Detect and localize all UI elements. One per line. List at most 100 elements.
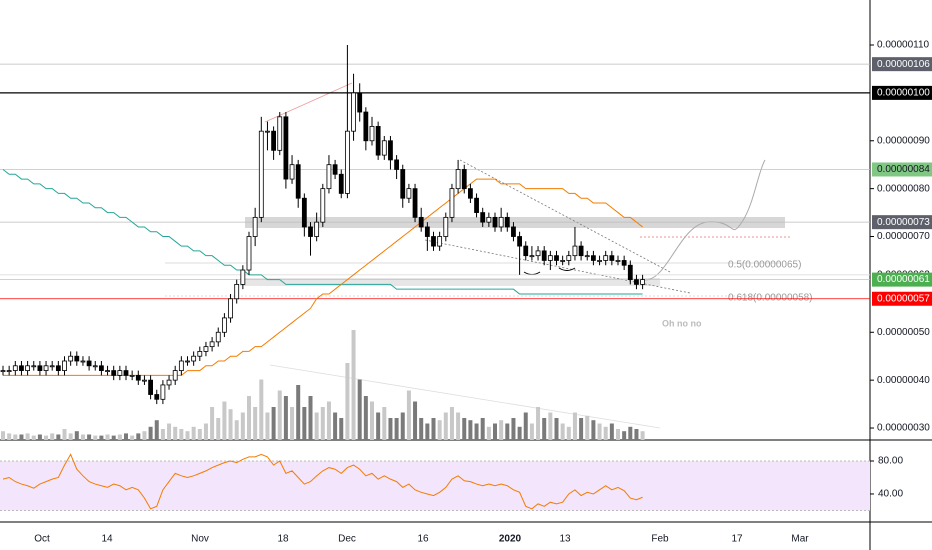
- rsi-tick-label: 80.00: [878, 456, 903, 467]
- candle-body: [246, 236, 252, 271]
- candle-body: [6, 370, 12, 372]
- volume-bar: [523, 412, 528, 440]
- x-tick-label: Dec: [338, 534, 356, 545]
- candle-body: [308, 226, 313, 237]
- volume-bar: [505, 423, 510, 440]
- candle-body: [388, 140, 393, 161]
- volume-bar: [314, 412, 319, 440]
- x-tick-label: Nov: [191, 534, 209, 545]
- candle-body: [99, 365, 104, 371]
- candle-body: [523, 245, 529, 257]
- volume-bar: [302, 407, 307, 440]
- candle-body: [437, 236, 443, 247]
- volume-bar: [511, 418, 516, 440]
- volume-bar: [148, 426, 153, 440]
- volume-bar: [124, 433, 128, 440]
- candle-body: [486, 216, 492, 223]
- volume-bar: [154, 420, 159, 440]
- volume-bar: [456, 412, 461, 440]
- y-tick-label: 0.00000070: [877, 231, 930, 242]
- candle-body: [627, 264, 633, 281]
- candle-body: [166, 379, 172, 386]
- candle-body: [480, 212, 486, 223]
- volume-bar: [111, 435, 116, 440]
- candle-body: [37, 365, 43, 371]
- volume-bar: [130, 435, 135, 440]
- candle-body: [554, 255, 559, 261]
- candle-body: [375, 125, 381, 156]
- candle-body: [172, 370, 178, 381]
- candle-body: [301, 197, 307, 228]
- x-tick-label: 16: [417, 534, 429, 545]
- candle-body: [68, 355, 74, 362]
- price-tag-label: 0.00000073: [877, 217, 930, 228]
- volume-bar: [31, 435, 36, 440]
- volume-bar: [449, 407, 454, 440]
- volume-bar: [216, 418, 221, 440]
- bottom-mark: [523, 271, 541, 275]
- candle-body: [369, 125, 375, 142]
- candle-body: [148, 379, 154, 395]
- candle-body: [117, 370, 123, 376]
- volume-bar: [493, 423, 497, 440]
- volume-bar: [99, 435, 104, 440]
- moving-average: [2, 169, 643, 295]
- y-tick-label: 0.00000050: [877, 327, 930, 338]
- candle-body: [277, 116, 283, 151]
- candle-body: [529, 255, 535, 258]
- volume-bar: [616, 429, 620, 440]
- volume-bar: [474, 423, 479, 440]
- candle-body: [449, 188, 455, 218]
- volume-bar: [13, 434, 18, 440]
- candle-body: [615, 260, 621, 262]
- candle-body: [123, 370, 129, 376]
- volume-bar: [179, 429, 184, 440]
- price-tag: [872, 162, 932, 177]
- volume-bar: [376, 412, 381, 440]
- x-tick-label: 2020: [499, 534, 522, 545]
- candle-body: [326, 164, 332, 190]
- candle-body: [381, 140, 387, 156]
- y-tick-label: 0.00000030: [877, 423, 930, 434]
- candle-body: [535, 250, 541, 257]
- volume-bar: [160, 429, 165, 440]
- volume-bar: [210, 407, 215, 440]
- volume-bar: [247, 396, 251, 440]
- candle-body: [215, 331, 221, 343]
- rsi-line: [2, 453, 643, 510]
- price-tag: [872, 57, 932, 72]
- candle-body: [135, 374, 141, 381]
- candle-body: [455, 169, 461, 190]
- volume-bar: [1, 431, 5, 440]
- volume-bar: [228, 409, 233, 440]
- candle-body: [62, 360, 67, 371]
- volume-bar: [640, 431, 645, 440]
- volume-bar: [19, 434, 24, 440]
- x-tick-label: 17: [731, 534, 743, 545]
- candle-body: [31, 365, 37, 368]
- volume-bar: [271, 407, 276, 440]
- volume-bar: [296, 385, 301, 440]
- volume-bar: [197, 429, 202, 440]
- candle-body: [203, 346, 209, 352]
- candle-body: [185, 360, 190, 363]
- y-tick-label: 0.00000040: [877, 375, 930, 386]
- x-tick-label: 13: [559, 534, 571, 545]
- rsi-tick-label: 40.00: [878, 489, 903, 500]
- candle-body: [351, 92, 356, 132]
- candle-body: [240, 269, 246, 285]
- candle-body: [92, 365, 98, 368]
- volume-bar: [333, 412, 338, 440]
- volume-bar: [37, 434, 42, 440]
- volume-bar: [320, 407, 325, 440]
- candle-body: [338, 173, 344, 194]
- volume-bar: [117, 434, 122, 440]
- candle-body: [461, 169, 467, 190]
- volume-bar: [357, 379, 362, 440]
- candle-body: [332, 164, 338, 175]
- volume-bar: [591, 420, 596, 440]
- fib-label: 0.5(0.00000065): [728, 260, 801, 271]
- candle-body: [55, 365, 61, 371]
- candle-body: [400, 169, 406, 199]
- candle-body: [314, 221, 320, 237]
